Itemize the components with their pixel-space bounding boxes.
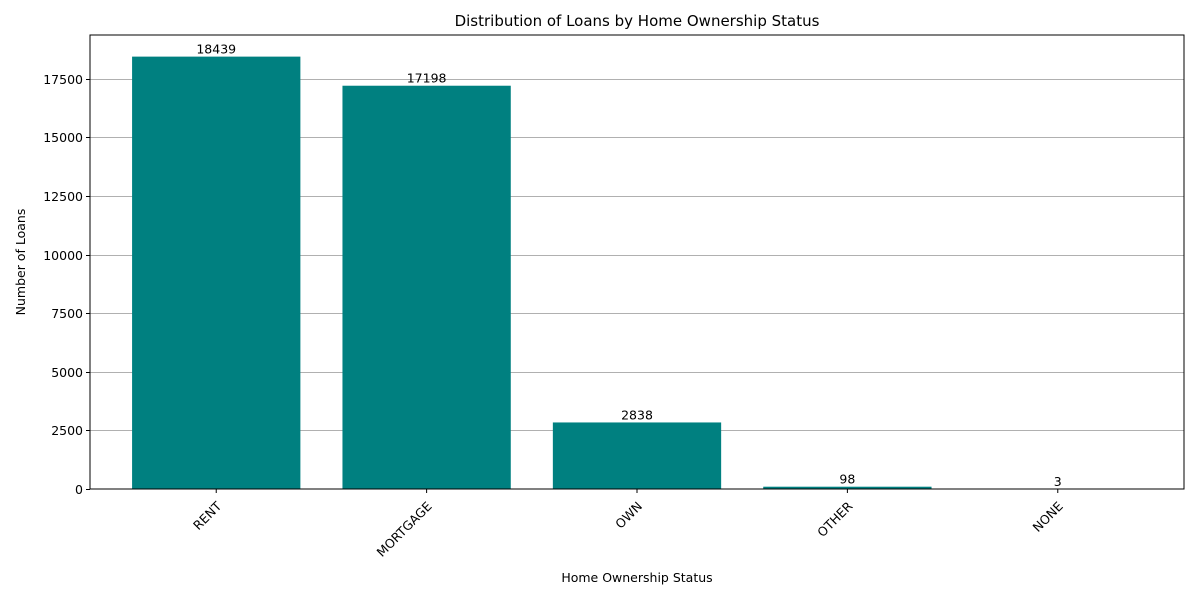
x-axis-label: Home Ownership Status [561,570,712,585]
y-axis-label: Number of Loans [13,209,28,316]
y-tick-label: 2500 [51,423,83,438]
y-tick-label: 17500 [43,72,83,87]
bar [132,56,301,489]
y-tick-label: 12500 [43,189,83,204]
data-label: 18439 [196,42,236,57]
y-tick-label: 5000 [51,365,83,380]
y-tick-label: 7500 [51,306,83,321]
bar [342,85,511,489]
data-label: 2838 [621,407,653,422]
data-label: 17198 [407,71,447,86]
y-tick-label: 0 [75,482,83,497]
data-labels: 18439 17198 2838 98 3 [196,42,1061,489]
bar [763,486,932,489]
y-tick-label: 10000 [43,248,83,263]
bar [552,422,722,489]
chart-title: Distribution of Loans by Home Ownership … [455,12,820,30]
bars [132,56,1142,489]
data-label: 98 [839,472,855,487]
y-axis-ticks: 0 2500 5000 7500 10000 12500 15000 17500 [43,72,90,497]
y-tick-label: 15000 [43,130,83,145]
data-label: 3 [1054,474,1062,489]
